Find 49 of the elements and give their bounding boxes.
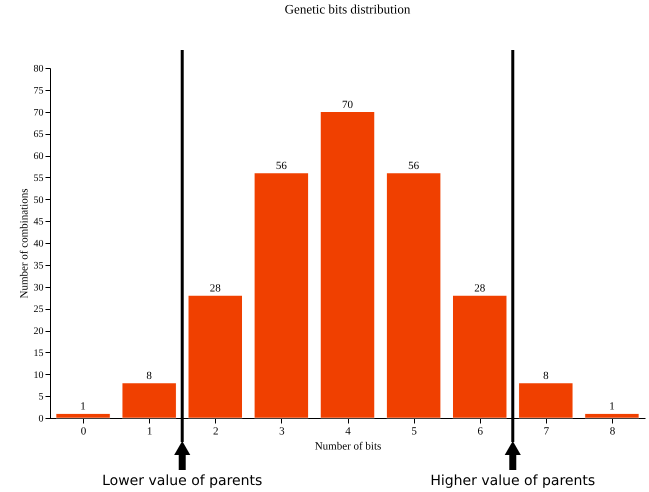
y-tick-label: 25 xyxy=(34,304,44,316)
y-tick-label: 50 xyxy=(34,194,44,206)
x-tick-label: 5 xyxy=(411,426,418,438)
x-axis-title: Number of bits xyxy=(314,440,382,452)
y-tick-label: 15 xyxy=(34,348,44,359)
data-label: 56 xyxy=(408,160,420,172)
y-tick-label: 55 xyxy=(34,172,44,184)
data-label: 8 xyxy=(543,370,550,382)
y-tick-label: 60 xyxy=(34,151,44,162)
y-tick-label: 45 xyxy=(34,216,44,228)
bar xyxy=(56,413,110,418)
ref-line-label: Lower value of parents xyxy=(102,473,262,489)
y-tick-label: 0 xyxy=(38,414,44,424)
bar xyxy=(320,112,375,418)
x-tick-label: 2 xyxy=(213,426,219,438)
bar xyxy=(452,295,507,418)
y-tick-label: 75 xyxy=(34,85,44,96)
x-tick-label: 8 xyxy=(610,426,616,438)
y-tick-label: 5 xyxy=(38,392,44,403)
data-label: 28 xyxy=(210,282,222,294)
data-label: 56 xyxy=(276,160,288,172)
bar xyxy=(254,172,309,418)
x-tick-label: 0 xyxy=(80,426,87,438)
y-tick-label: 65 xyxy=(34,129,44,140)
bar xyxy=(518,382,574,418)
bar xyxy=(188,295,243,418)
y-tick-label: 70 xyxy=(34,107,44,118)
chart-title: Genetic bits distribution xyxy=(284,2,411,16)
x-tick-label: 6 xyxy=(477,426,484,438)
data-label: 8 xyxy=(146,370,152,382)
y-tick-label: 80 xyxy=(34,64,44,74)
x-tick-label: 1 xyxy=(146,426,152,438)
y-tick-label: 10 xyxy=(34,370,44,381)
y-tick-label: 40 xyxy=(34,238,44,250)
data-label: 70 xyxy=(342,98,354,111)
x-tick-label: 4 xyxy=(345,426,352,438)
data-label: 28 xyxy=(474,282,486,294)
ref-line-label: Higher value of parents xyxy=(430,473,596,489)
data-label: 1 xyxy=(609,400,615,413)
bar xyxy=(386,172,441,418)
bar xyxy=(122,382,176,418)
x-tick-label: 7 xyxy=(544,426,550,438)
y-tick-label: 20 xyxy=(34,326,44,337)
x-tick-label: 3 xyxy=(279,426,286,438)
y-axis-title: Number of combinations xyxy=(18,188,30,298)
data-label: 1 xyxy=(80,400,86,413)
y-tick-label: 30 xyxy=(34,282,44,294)
bar xyxy=(584,413,640,418)
y-tick-label: 35 xyxy=(34,260,44,272)
